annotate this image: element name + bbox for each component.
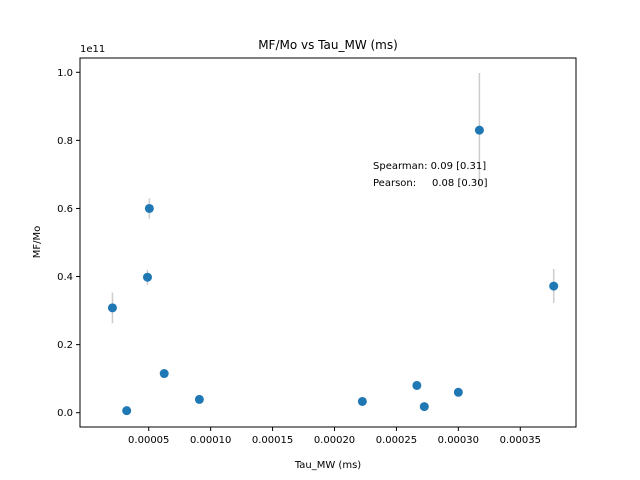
y-tick-label: 1.0 [57,68,73,79]
data-point [549,281,559,291]
data-point [142,272,152,282]
points-layer [107,125,559,416]
correlation-line-pearson: Pearson: 0.08 [0.30] [373,178,488,189]
data-point [194,394,204,404]
data-point [159,369,169,379]
y-axis-ticks: 0.0 0.2 0.4 0.6 0.8 1.0 [57,68,80,419]
data-point [122,406,132,416]
y-tick-label: 0.0 [57,408,73,419]
data-point [474,125,484,135]
data-point [144,203,154,213]
x-tick-label: 0.00030 [438,435,479,446]
correlation-line-spearman: Spearman: 0.09 [0.31] [373,161,486,172]
data-point [357,396,367,406]
y-tick-label: 0.4 [57,272,73,283]
chart-title: MF/Mo vs Tau_MW (ms) [258,38,398,52]
plot-frame [79,57,577,428]
y-scale-offset: 1e11 [80,44,105,55]
y-tick-label: 0.2 [57,340,73,351]
x-tick-label: 0.00015 [252,435,293,446]
x-axis-ticks: 0.00005 0.00010 0.00015 0.00020 0.00025 0.000… [128,427,541,446]
data-point [412,380,422,390]
y-axis-label: MF/Mo [32,226,43,259]
x-tick-label: 0.00035 [500,435,541,446]
x-tick-label: 0.00025 [376,435,417,446]
y-tick-label: 0.8 [57,136,73,147]
data-point [453,387,463,397]
data-point [419,402,429,412]
x-tick-label: 0.00010 [190,435,231,446]
x-axis-label: Tau_MW (ms) [294,460,361,471]
data-point [107,303,117,313]
y-tick-label: 0.6 [57,204,73,215]
x-tick-label: 0.00005 [128,435,169,446]
x-tick-label: 0.00020 [314,435,355,446]
